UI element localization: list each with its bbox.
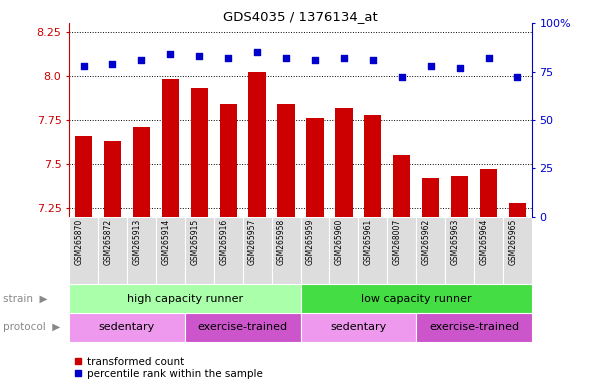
Text: GSM265959: GSM265959	[306, 219, 315, 265]
Text: GSM265958: GSM265958	[277, 219, 286, 265]
Bar	[508, 203, 526, 217]
Bar	[248, 73, 266, 217]
Text: GSM265962: GSM265962	[422, 219, 431, 265]
Bar	[277, 104, 294, 217]
Bar	[219, 104, 237, 217]
Text: GSM265961: GSM265961	[364, 219, 373, 265]
Text: strain  ▶: strain ▶	[3, 293, 47, 304]
Bar	[480, 169, 497, 217]
Text: GSM268007: GSM268007	[392, 219, 401, 265]
Bar	[104, 141, 121, 217]
Point	[513, 74, 522, 80]
Point	[397, 74, 406, 80]
Bar	[451, 176, 468, 217]
Text: GSM265913: GSM265913	[132, 219, 141, 265]
Bar	[243, 217, 272, 284]
Text: exercise-trained: exercise-trained	[429, 322, 519, 333]
Bar	[214, 217, 243, 284]
Bar	[335, 108, 353, 217]
Bar	[300, 217, 329, 284]
Bar	[393, 155, 410, 217]
Text: protocol  ▶: protocol ▶	[3, 322, 60, 333]
Bar	[133, 127, 150, 217]
Bar	[474, 217, 503, 284]
Bar	[272, 217, 300, 284]
Bar	[98, 217, 127, 284]
Bar	[75, 136, 93, 217]
Point	[136, 57, 146, 63]
Point	[310, 57, 320, 63]
Point	[165, 51, 175, 57]
Point	[108, 61, 117, 67]
Bar	[503, 217, 532, 284]
Bar	[69, 284, 300, 313]
Text: GSM265964: GSM265964	[480, 219, 489, 265]
Bar	[156, 217, 185, 284]
Bar	[185, 313, 300, 342]
Bar	[358, 217, 387, 284]
Bar	[445, 217, 474, 284]
Bar	[300, 284, 532, 313]
Point	[195, 53, 204, 59]
Point	[368, 57, 377, 63]
Bar	[191, 88, 208, 217]
Text: low capacity runner: low capacity runner	[361, 293, 472, 304]
Bar	[162, 79, 179, 217]
Point	[455, 65, 465, 71]
Text: high capacity runner: high capacity runner	[127, 293, 243, 304]
Point	[252, 49, 262, 55]
Point	[484, 55, 493, 61]
Text: GSM265870: GSM265870	[75, 219, 84, 265]
Text: GSM265915: GSM265915	[191, 219, 200, 265]
Text: sedentary: sedentary	[330, 322, 386, 333]
Point	[281, 55, 291, 61]
Bar	[416, 217, 445, 284]
Text: GSM265965: GSM265965	[508, 219, 517, 265]
Bar	[127, 217, 156, 284]
Bar	[364, 115, 382, 217]
Bar	[387, 217, 416, 284]
Bar	[69, 313, 185, 342]
Bar	[307, 118, 324, 217]
Point	[426, 63, 436, 69]
Text: GSM265914: GSM265914	[161, 219, 170, 265]
Point	[79, 63, 88, 69]
Text: exercise-trained: exercise-trained	[198, 322, 288, 333]
Point	[224, 55, 233, 61]
Text: GSM265916: GSM265916	[219, 219, 228, 265]
Point	[339, 55, 349, 61]
Text: GSM265957: GSM265957	[248, 219, 257, 265]
Legend: transformed count, percentile rank within the sample: transformed count, percentile rank withi…	[75, 357, 263, 379]
Bar	[422, 178, 439, 217]
Text: GSM265960: GSM265960	[335, 219, 344, 265]
Bar	[416, 313, 532, 342]
Bar	[185, 217, 214, 284]
Bar	[69, 217, 98, 284]
Text: GSM265872: GSM265872	[103, 219, 112, 265]
Text: GDS4035 / 1376134_at: GDS4035 / 1376134_at	[223, 10, 378, 23]
Bar	[300, 313, 416, 342]
Text: sedentary: sedentary	[99, 322, 155, 333]
Bar	[329, 217, 358, 284]
Text: GSM265963: GSM265963	[451, 219, 460, 265]
